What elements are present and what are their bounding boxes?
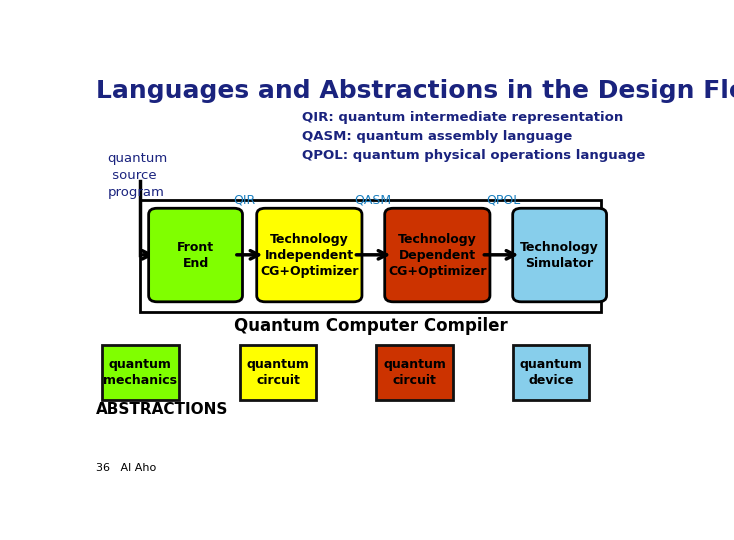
- Bar: [376, 346, 453, 400]
- Text: quantum
mechanics: quantum mechanics: [103, 358, 178, 387]
- Bar: [239, 346, 316, 400]
- Text: quantum
 source
program: quantum source program: [108, 152, 168, 199]
- Bar: [513, 346, 589, 400]
- Text: quantum
circuit: quantum circuit: [383, 358, 446, 387]
- Bar: [102, 346, 179, 400]
- Text: QIR: QIR: [233, 193, 255, 206]
- Text: QASM: QASM: [355, 193, 391, 206]
- FancyBboxPatch shape: [513, 208, 606, 302]
- Text: ABSTRACTIONS: ABSTRACTIONS: [96, 402, 229, 416]
- Text: QPOL: QPOL: [486, 193, 520, 206]
- Text: Technology
Dependent
CG+Optimizer: Technology Dependent CG+Optimizer: [388, 233, 487, 278]
- Text: Technology
Independent
CG+Optimizer: Technology Independent CG+Optimizer: [260, 233, 359, 278]
- Text: QIR: quantum intermediate representation
QASM: quantum assembly language
QPOL: q: QIR: quantum intermediate representation…: [302, 111, 645, 161]
- Text: quantum
circuit: quantum circuit: [247, 358, 310, 387]
- Text: 36   Al Aho: 36 Al Aho: [96, 463, 156, 473]
- FancyBboxPatch shape: [385, 208, 490, 302]
- FancyBboxPatch shape: [257, 208, 362, 302]
- Bar: [140, 200, 601, 312]
- Text: quantum
device: quantum device: [520, 358, 583, 387]
- Text: Technology
Simulator: Technology Simulator: [520, 240, 599, 269]
- Text: Languages and Abstractions in the Design Flow: Languages and Abstractions in the Design…: [96, 79, 734, 103]
- FancyBboxPatch shape: [148, 208, 242, 302]
- Text: Front
End: Front End: [177, 240, 214, 269]
- Text: Quantum Computer Compiler: Quantum Computer Compiler: [233, 317, 507, 335]
